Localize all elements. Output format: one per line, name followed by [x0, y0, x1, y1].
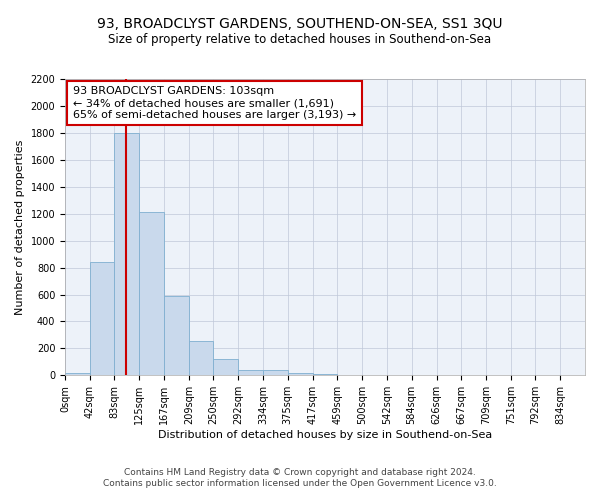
Text: 93, BROADCLYST GARDENS, SOUTHEND-ON-SEA, SS1 3QU: 93, BROADCLYST GARDENS, SOUTHEND-ON-SEA,…: [97, 18, 503, 32]
Bar: [287, 372, 313, 376]
Bar: [90, 262, 114, 376]
Bar: [313, 374, 337, 376]
Bar: [189, 341, 214, 376]
Bar: [238, 370, 263, 376]
Text: 93 BROADCLYST GARDENS: 103sqm
← 34% of detached houses are smaller (1,691)
65% o: 93 BROADCLYST GARDENS: 103sqm ← 34% of d…: [73, 86, 356, 120]
Text: Size of property relative to detached houses in Southend-on-Sea: Size of property relative to detached ho…: [109, 32, 491, 46]
Bar: [139, 212, 164, 376]
Y-axis label: Number of detached properties: Number of detached properties: [15, 140, 25, 315]
Bar: [263, 370, 287, 376]
Bar: [214, 359, 238, 376]
X-axis label: Distribution of detached houses by size in Southend-on-Sea: Distribution of detached houses by size …: [158, 430, 492, 440]
Bar: [65, 372, 90, 376]
Text: Contains HM Land Registry data © Crown copyright and database right 2024.
Contai: Contains HM Land Registry data © Crown c…: [103, 468, 497, 487]
Bar: [164, 296, 189, 376]
Bar: [114, 133, 139, 376]
